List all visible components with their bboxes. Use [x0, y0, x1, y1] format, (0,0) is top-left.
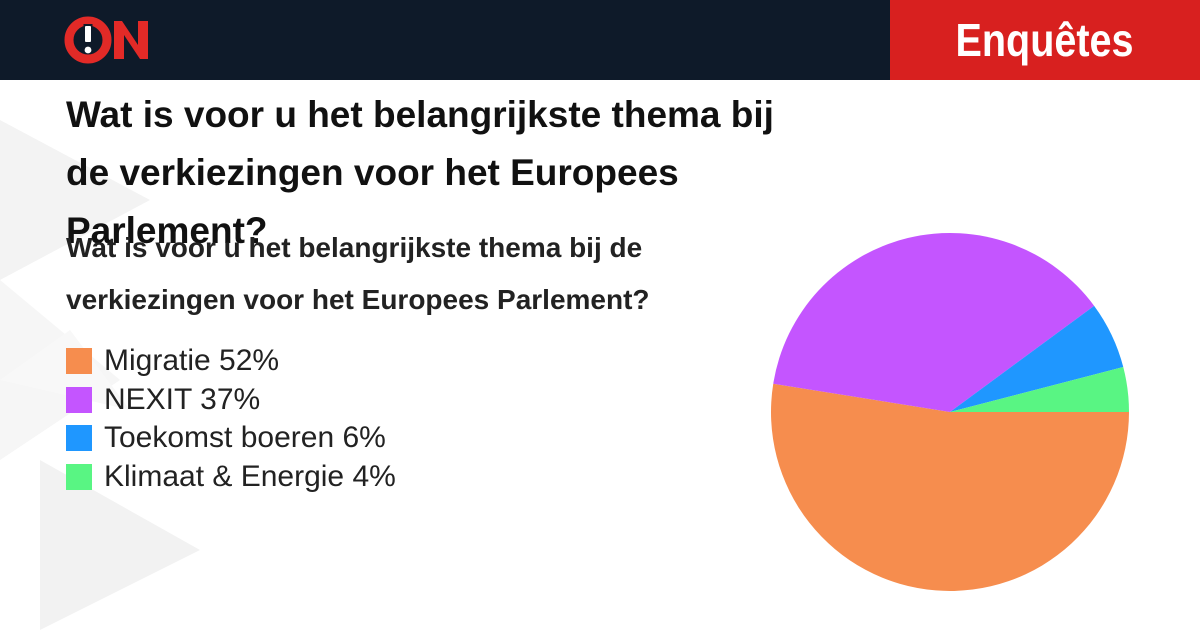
pie-chart — [771, 233, 1129, 591]
legend-label-toekomst-boeren: Toekomst boeren 6% — [104, 421, 386, 455]
legend-item-nexit: NEXIT 37% — [66, 381, 396, 420]
legend-item-toekomst-boeren: Toekomst boeren 6% — [66, 419, 396, 458]
legend-swatch-nexit — [66, 386, 92, 413]
on-logo[interactable] — [62, 14, 154, 66]
pie-slice-migratie — [771, 383, 1129, 591]
legend-item-migratie: Migratie 52% — [66, 342, 396, 381]
legend-label-migratie: Migratie 52% — [104, 344, 280, 378]
header-bar: Enquêtes — [0, 0, 1200, 80]
legend-swatch-toekomst-boeren — [66, 425, 92, 452]
pie-slice-klimaat-energie — [950, 367, 1129, 412]
legend-item-klimaat-energie: Klimaat & Energie 4% — [66, 458, 396, 497]
legend-label-klimaat-energie: Klimaat & Energie 4% — [104, 459, 396, 493]
section-label: Enquêtes — [955, 14, 1135, 66]
pie-slice-toekomst-boeren — [950, 305, 1124, 412]
chart-title: Wat is voor u het belangrijkste thema bi… — [66, 232, 650, 315]
legend-label-nexit: NEXIT 37% — [104, 382, 261, 416]
background-pattern — [0, 120, 200, 630]
section-tab-enquetes[interactable]: Enquêtes — [890, 0, 1200, 80]
legend-swatch-klimaat-energie — [66, 463, 92, 490]
page-headline: Wat is voor u het belangrijkste thema bi… — [66, 94, 774, 251]
pie-slice-nexit — [773, 233, 1095, 412]
chart-legend: Migratie 52% NEXIT 37% Toekomst boeren 6… — [66, 342, 396, 496]
legend-swatch-migratie — [66, 348, 92, 375]
